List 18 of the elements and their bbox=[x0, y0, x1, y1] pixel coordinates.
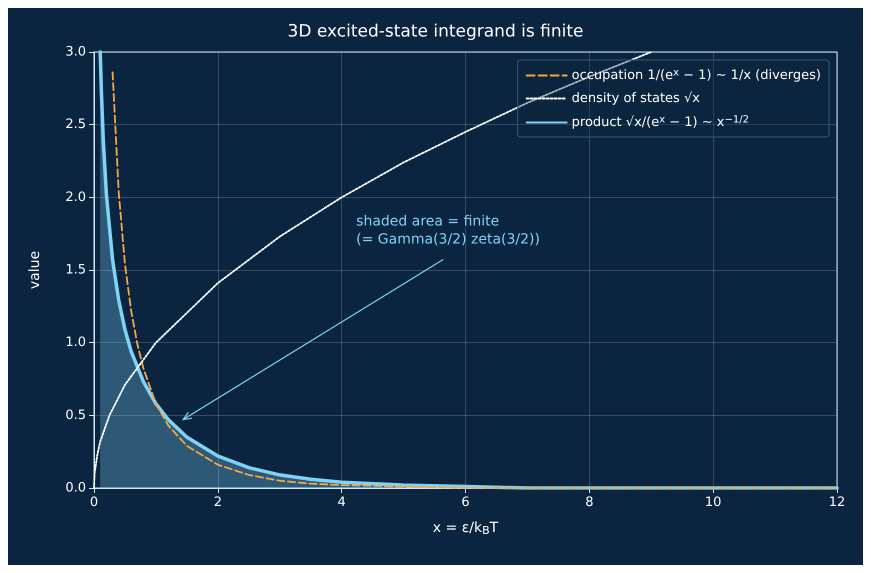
y-tick-label: 2.0 bbox=[65, 190, 86, 205]
y-tick-label: 1.0 bbox=[65, 335, 86, 350]
y-tick-label: 2.5 bbox=[65, 117, 86, 132]
y-axis-title: value bbox=[27, 250, 43, 290]
y-tick-label: 3.0 bbox=[65, 44, 86, 60]
y-tick-label: 1.5 bbox=[65, 262, 86, 278]
y-tick-label: 0.5 bbox=[65, 408, 86, 423]
x-tick-label: 4 bbox=[338, 495, 346, 510]
x-tick-label: 10 bbox=[704, 495, 722, 510]
chart-title: 3D excited-state integrand is finite bbox=[288, 22, 584, 42]
x-tick-label: 0 bbox=[90, 495, 98, 510]
x-tick-label: 12 bbox=[828, 495, 846, 510]
x-tick-label: 6 bbox=[461, 495, 470, 510]
annotation: shaded area = finite (= Gamma(3/2) zeta(3/2)) bbox=[356, 214, 540, 248]
y-tick-label: 0.0 bbox=[65, 480, 86, 496]
x-tick-label: 8 bbox=[585, 495, 594, 510]
legend-label: density of states √x bbox=[572, 91, 700, 106]
x-tick-label: 2 bbox=[214, 495, 222, 510]
